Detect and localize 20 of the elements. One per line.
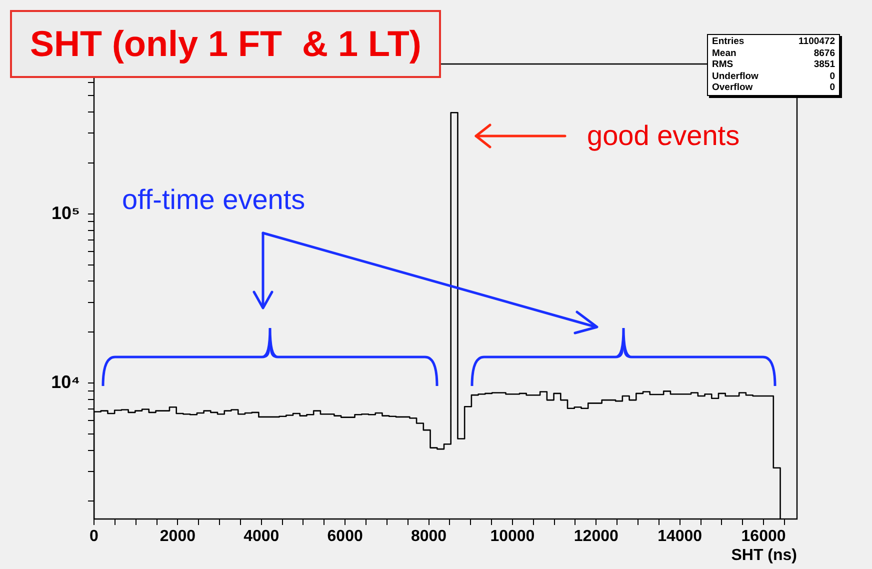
y-tick-label: 10⁵ bbox=[52, 202, 80, 223]
x-tick-label: 0 bbox=[90, 528, 99, 546]
x-tick-label: 6000 bbox=[327, 528, 363, 546]
y-tick-label: 10⁴ bbox=[51, 372, 80, 392]
x-tick-label: 4000 bbox=[244, 528, 280, 546]
x-tick-label: 12000 bbox=[574, 528, 618, 546]
text: RMS 3851 bbox=[712, 59, 835, 70]
text: Entries 1100472 bbox=[712, 36, 835, 47]
annotation: off-time events bbox=[122, 184, 306, 215]
text: Underflow 0 bbox=[712, 70, 835, 82]
x-tick-label: 14000 bbox=[658, 528, 702, 546]
annotation: good events bbox=[587, 120, 740, 151]
text: Overflow 0 bbox=[712, 82, 835, 93]
x-tick-label: 16000 bbox=[741, 528, 786, 546]
x-tick-label: 10000 bbox=[490, 528, 535, 546]
x-tick-label: 8000 bbox=[410, 528, 447, 546]
x-axis-title: SHT (ns) bbox=[731, 546, 797, 564]
x-tick-label: 2000 bbox=[160, 528, 196, 546]
text: Mean 8676 bbox=[712, 48, 835, 58]
chart-title: SHT (only 1 FT & 1 LT) bbox=[10, 10, 442, 78]
